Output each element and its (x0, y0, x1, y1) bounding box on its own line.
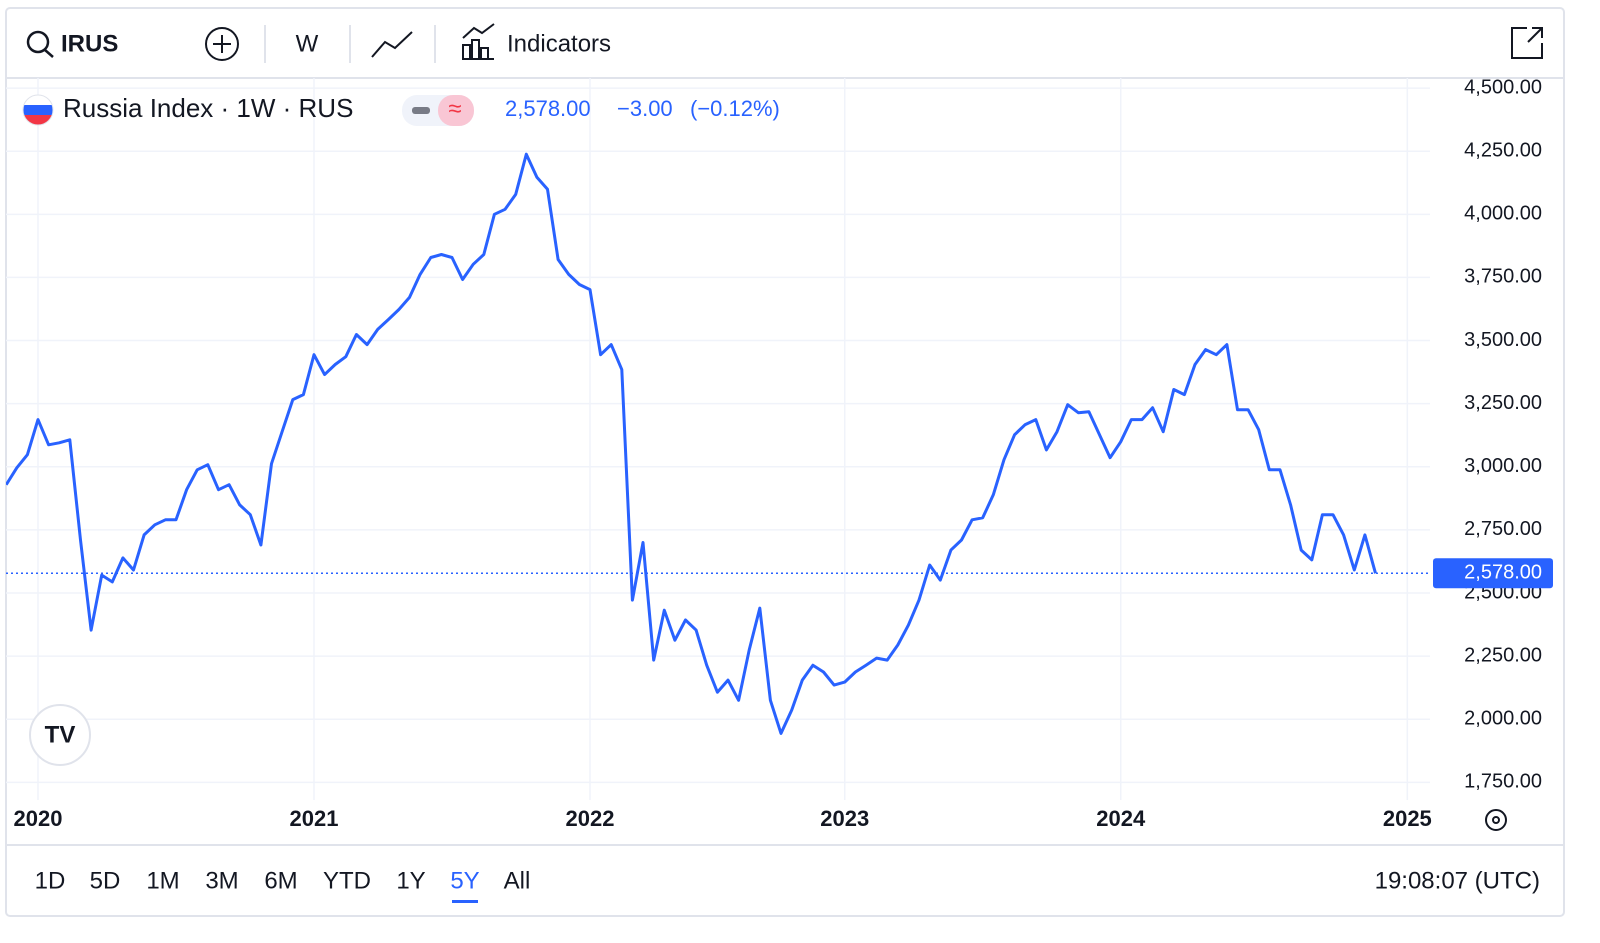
interval-button[interactable]: W (296, 30, 319, 57)
range-button[interactable]: 5D (90, 867, 121, 894)
range-button[interactable]: 6M (264, 867, 297, 894)
footer: 1D 5D 1M 3M 6M YTD 1Y 5Y All (35, 867, 531, 903)
indicators-icon (462, 23, 495, 60)
logo-mark: TV (45, 721, 76, 748)
y-tick-label: 4,250.00 (1464, 139, 1542, 161)
status-pill (438, 95, 474, 126)
last-price-label: 2,578.00 (1464, 562, 1542, 584)
legend-change: −3.00 (617, 96, 673, 121)
last-price-badge (1433, 558, 1553, 589)
flag-stripe (23, 115, 53, 125)
status-icon (412, 107, 430, 114)
frame (5, 7, 1565, 917)
flag-stripe (23, 105, 53, 115)
symbol[interactable]: IRUS (61, 30, 118, 57)
y-tick-label: 4,000.00 (1464, 203, 1542, 225)
x-tick-label: 2025 (1383, 806, 1432, 831)
y-tick-label: 2,000.00 (1464, 707, 1542, 729)
x-tick-label: 2020 (14, 806, 63, 831)
flag-stripe (23, 95, 53, 105)
plot: 2020 2021 2022 2023 2024 2025 (6, 152, 1432, 831)
y-tick-label: 1,750.00 (1464, 771, 1542, 793)
status-icon: ≈ (448, 95, 461, 122)
plus-icon (205, 27, 239, 61)
y-tick-label: 2,750.00 (1464, 518, 1542, 540)
x-tick-label: 2022 (565, 806, 614, 831)
logo[interactable] (29, 704, 91, 766)
settings-button[interactable] (1485, 809, 1507, 831)
y-tick-label: 3,000.00 (1464, 455, 1542, 477)
range-button[interactable]: All (504, 867, 531, 894)
range-button[interactable]: 3M (205, 867, 238, 894)
legend-last: 2,578.00 (505, 96, 591, 121)
y-tick-label: 3,250.00 (1464, 392, 1542, 414)
flag (23, 95, 53, 125)
search-icon (44, 49, 54, 58)
active-underline (452, 900, 478, 903)
y-tick-label: 2,250.00 (1464, 644, 1542, 666)
x-tick-label: 2021 (290, 806, 339, 831)
range-button[interactable]: 5Y (450, 867, 479, 894)
flag-border (22, 94, 54, 126)
chart-style-button[interactable] (371, 31, 413, 58)
y-tick-label: 4,500.00 (1464, 76, 1542, 98)
y-tick-label: 3,500.00 (1464, 329, 1542, 351)
range-button[interactable]: 1D (35, 867, 66, 894)
clock: 19:08:07 (UTC) (1375, 867, 1540, 894)
indicators-button[interactable]: Indicators (462, 23, 611, 60)
x-tick-label: 2023 (820, 806, 869, 831)
range-button[interactable]: 1Y (396, 867, 425, 894)
fullscreen-button[interactable] (1511, 27, 1543, 59)
compare-button[interactable] (205, 27, 239, 61)
indicators-label[interactable]: Indicators (507, 30, 611, 57)
range-button[interactable]: 1M (146, 867, 179, 894)
plus-icon (213, 35, 231, 53)
legend-change-pct: (−0.12%) (690, 96, 780, 121)
symbol-search[interactable]: IRUS (26, 30, 118, 58)
range-button[interactable]: YTD (323, 867, 371, 894)
settings-icon (1492, 816, 1500, 824)
chart-title: Russia Index · 1W · RUS (63, 93, 353, 123)
y-tick-label: 3,750.00 (1464, 266, 1542, 288)
search-icon (26, 30, 50, 54)
price-line (6, 152, 1377, 735)
x-tick-label: 2024 (1096, 806, 1146, 831)
